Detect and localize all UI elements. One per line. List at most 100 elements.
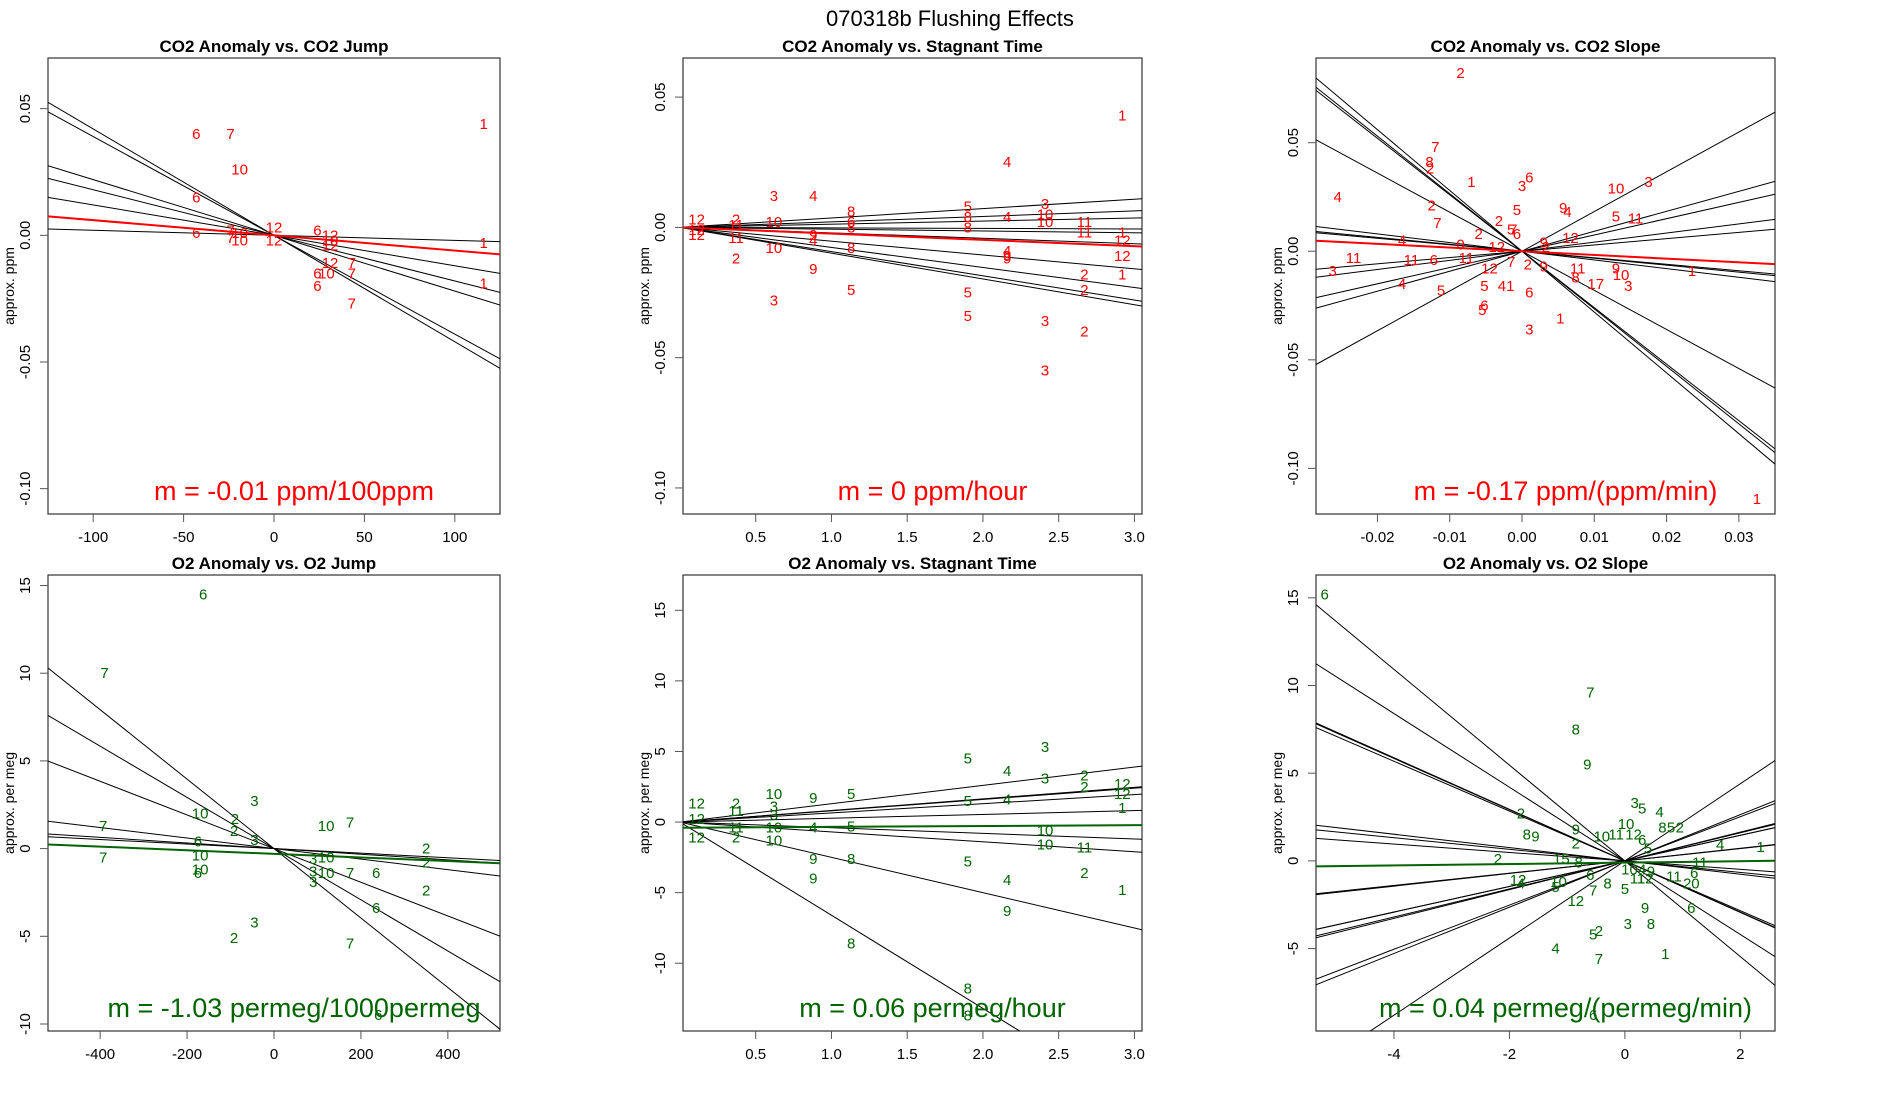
x-tick-label: 1.5 [897,529,918,546]
data-point-label: 4 [809,820,817,837]
group-fit-line [683,765,1142,823]
x-tick-label: 50 [356,529,373,546]
data-point-label: 4 [1003,243,1011,260]
panel-co2-slope: CO2 Anomaly vs. CO2 Slope -0.02 -0.01 0.00 0… [1269,37,1776,546]
data-point-label: 6 [372,900,380,917]
x-tick-label: 0.02 [1652,529,1681,546]
data-point-label: 4 [1716,837,1724,854]
x-tick-label: 2.0 [973,529,994,546]
group-fit-line [48,833,500,864]
data-point-label: 8 [1425,154,1433,171]
data-point-label: 3 [1624,916,1632,933]
y-tick-label: 0.05 [652,82,669,111]
data-point-label: 3 [770,292,778,309]
data-point-label: 7 [100,665,108,682]
data-point-label: 11 [1666,869,1682,886]
data-point-label: 4 [1517,876,1525,893]
data-point-label: 9 [1647,863,1655,880]
data-point-label: 5 [964,793,972,810]
panel-o2-jump: O2 Anomaly vs. O2 Jump -400 -200 0 200 400 15 1… [1,554,501,1063]
plot-frame [682,57,1143,515]
data-point-label: 9 [1641,900,1649,917]
data-point-label: 2 [732,830,740,847]
group-fit-line [683,227,1142,290]
data-point-label: 2 [1572,835,1580,852]
data-point-label: 6 [372,865,380,882]
data-point-label: 10 [1037,206,1054,223]
data-point-label: 5 [847,282,855,299]
data-point-label: 12 [1567,893,1584,910]
data-point-label: 10 [231,161,248,178]
data-point-label: 10 [1037,214,1054,231]
y-tick-label: 5 [17,757,34,765]
data-point-label: 7 [1589,883,1597,900]
data-point-label: 6 [1525,285,1533,302]
data-point-label: 7 [1595,951,1603,968]
data-point-label: 6 [313,222,321,239]
data-point-label: 6 [847,214,855,231]
data-point-label: 8 [1523,827,1531,844]
data-point-label: 10 [1550,874,1567,891]
data-point-label: 1 [1118,225,1126,242]
data-point-label: 11 [728,230,744,247]
x-tick-label: 100 [442,529,467,546]
slope-annotation: m = 0.06 permeg/hour [799,993,1065,1023]
group-fit-line [683,226,1142,234]
slope-annotation: m = -0.01 ppm/100ppm [154,476,434,506]
data-point-label: 1 [480,235,488,252]
group-fit-line [683,823,1021,1031]
data-point-label: 3 [309,863,317,880]
group-fit-line [683,226,1142,230]
data-point-label: 1 [1118,107,1126,124]
figure-supertitle: 070318b Flushing Effects [826,6,1074,31]
group-fit-line [683,821,1142,840]
x-tick-label: -2 [1503,1046,1516,1063]
panel-co2-stagnant: CO2 Anomaly vs. Stagnant Time 0.5 1.0 1.5 2.… [636,37,1145,546]
y-tick-label: 15 [17,577,34,594]
y-tick-label: 15 [652,602,669,619]
group-fit-line [1316,193,1775,299]
data-point-label: 3 [1328,263,1336,280]
data-point-label: 4 [1398,276,1406,293]
data-point-label: 4 [1563,204,1571,221]
data-point-label: 1 [1556,311,1564,328]
data-point-label: 11 [1608,827,1624,844]
group-fit-line [683,198,1142,228]
group-fit-line [1316,228,1775,270]
data-point-label: 3 [1624,278,1632,295]
group-fit-line [683,793,1142,823]
data-point-label: 5 [1507,222,1515,239]
y-tick-label: 0.05 [17,94,34,123]
data-point-label: 6 [1687,900,1695,917]
group-fit-line [1316,226,1775,283]
slope-annotation: m = -1.03 permeg/1000permeg [108,993,481,1023]
data-point-label: 10 [1613,267,1630,284]
slope-annotation: m = 0.04 permeg/(permeg/min) [1379,993,1752,1023]
data-point-label: 1 [1467,174,1475,191]
y-tick-label: 10 [1285,677,1302,694]
data-point-label: 10 [1037,837,1054,854]
x-tick-label: -4 [1387,1046,1400,1063]
data-point-label: 5 [1437,282,1445,299]
data-point-label: 2 [422,883,430,900]
data-point-label: 4 [1003,154,1011,171]
x-tick-label: 2.5 [1048,1046,1069,1063]
data-point-label: 3 [1041,363,1049,380]
data-point-label: 9 [809,790,817,807]
data-point-label: 11 [1077,214,1093,231]
data-point-label: 2 [732,212,740,229]
x-tick-label: 0.5 [745,529,766,546]
x-tick-label: 0.00 [1507,529,1536,546]
data-point-label: 6 [313,265,321,282]
data-point-label: 6 [1690,865,1698,882]
x-tick-label: 1.0 [821,1046,842,1063]
data-point-label: 5 [1551,879,1559,896]
data-point-label: 8 [1603,876,1611,893]
data-point-label: 7 [346,935,354,952]
data-point-label: 2 [1426,161,1434,178]
x-tick-label: 0.5 [745,1046,766,1063]
data-point-label: 12 [1114,232,1131,249]
y-axis-label: approx. per meg [1,752,17,854]
data-point-label: 6 [374,1007,382,1024]
data-point-label: 11 [728,820,744,837]
